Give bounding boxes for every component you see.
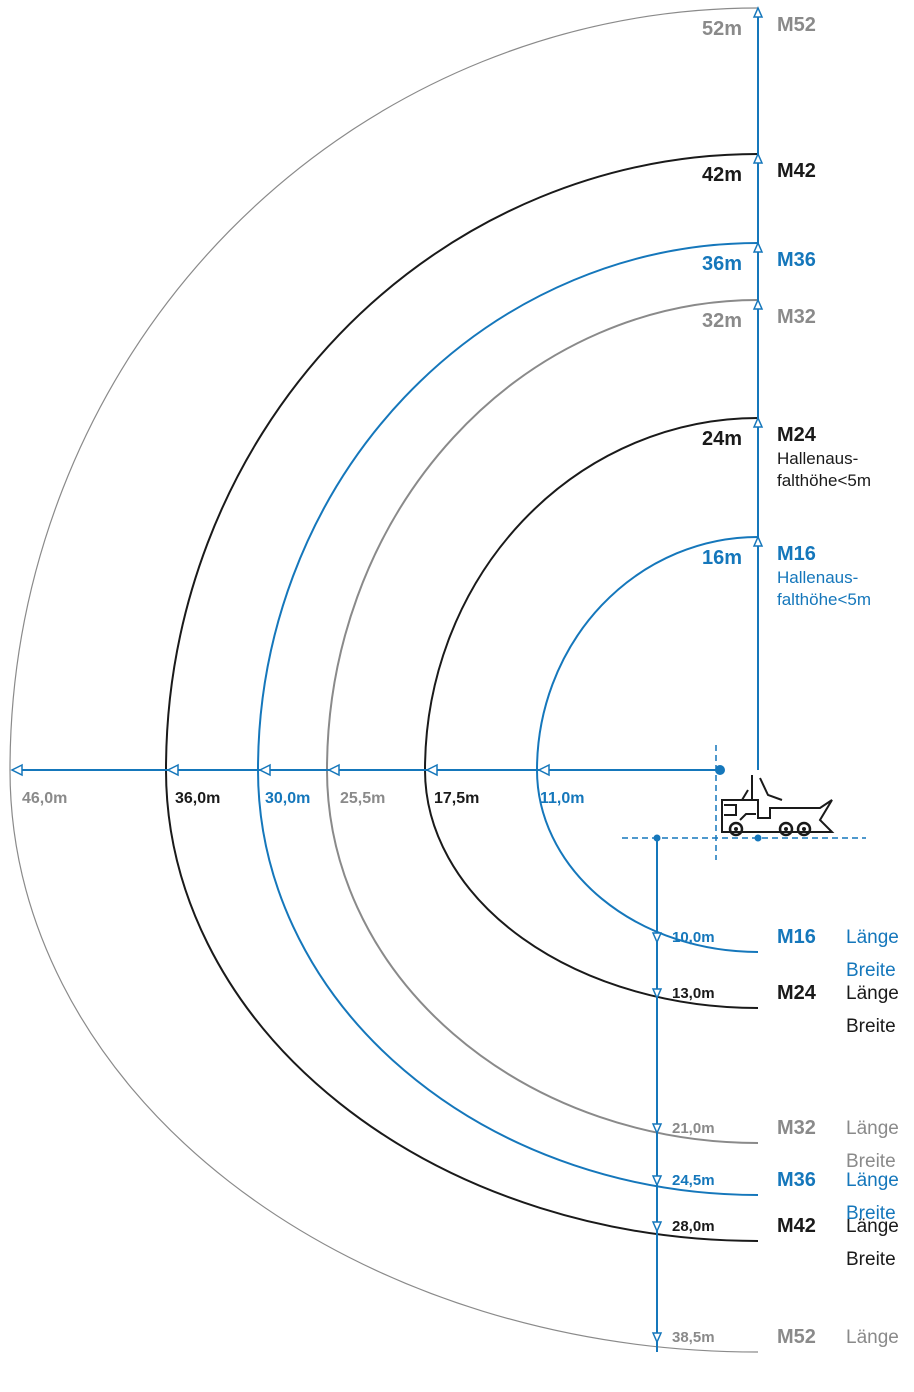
ground-point xyxy=(754,834,762,842)
model-name-top-m32: M32 xyxy=(777,306,816,328)
model-name-bottom-m52: M52 xyxy=(777,1326,816,1348)
depth-label-m42: 28,0m xyxy=(672,1218,715,1235)
depth-arrow-m52 xyxy=(651,1332,663,1344)
model-name-bottom-m36: M36 xyxy=(777,1169,816,1191)
height-note-m24: falthöhe<5m xyxy=(777,471,871,490)
depth-arrow-m42 xyxy=(651,1221,663,1233)
reach-envelope-m52 xyxy=(9,7,759,1353)
dimension-label-m32: Breite xyxy=(846,1151,896,1172)
height-arrow-m36 xyxy=(752,241,764,253)
dimension-label-m42: Breite xyxy=(846,1249,896,1270)
reach-label-m32: 25,5m xyxy=(340,790,385,807)
dimension-label-m24: Breite xyxy=(846,1016,896,1037)
depth-label-m36: 24,5m xyxy=(672,1172,715,1189)
height-note-m24: Hallenaus- xyxy=(777,449,858,468)
model-name-bottom-m42: M42 xyxy=(777,1215,816,1237)
depth-arrow-m36 xyxy=(651,1175,663,1187)
reach-label-m16: 11,0m xyxy=(540,790,584,807)
reach-arrow-m42 xyxy=(166,763,179,777)
concrete-pump-truck-icon xyxy=(721,775,835,837)
height-label-m32: 32m xyxy=(702,310,742,332)
reach-label-m52: 46,0m xyxy=(22,790,67,807)
model-name-bottom-m32: M32 xyxy=(777,1117,816,1139)
model-name-top-m36: M36 xyxy=(777,249,816,271)
depth-arrow-m24 xyxy=(651,988,663,1000)
reach-label-m36: 30,0m xyxy=(265,790,310,807)
dimension-label-m16: Länge xyxy=(846,927,899,948)
dimension-label-m36: Länge xyxy=(846,1170,899,1191)
height-label-m42: 42m xyxy=(702,164,742,186)
depth-label-m24: 13,0m xyxy=(672,985,715,1002)
reach-arrow-m32 xyxy=(327,763,340,777)
depth-label-m52: 38,5m xyxy=(672,1329,715,1346)
model-name-bottom-m24: M24 xyxy=(777,982,817,1004)
depth-axis-origin xyxy=(653,834,661,842)
height-label-m24: 24m xyxy=(702,428,742,450)
height-note-m16: falthöhe<5m xyxy=(777,590,871,609)
height-arrow-m16 xyxy=(752,535,764,547)
height-label-m36: 36m xyxy=(702,253,742,275)
reach-label-m24: 17,5m xyxy=(434,790,479,807)
dimension-label-m36: Breite xyxy=(846,1203,896,1224)
model-name-top-m24: M24 xyxy=(777,424,817,446)
reach-arrow-m24 xyxy=(425,763,438,777)
height-arrow-m52 xyxy=(752,6,764,18)
dimension-label-m16: Breite xyxy=(846,960,896,981)
dimension-label-m24: Länge xyxy=(846,983,899,1004)
reach-label-m42: 36,0m xyxy=(175,790,220,807)
model-name-top-m42: M42 xyxy=(777,160,816,182)
dimension-label-m42: Länge xyxy=(846,1216,899,1237)
height-arrow-m42 xyxy=(752,152,764,164)
model-name-top-m52: M52 xyxy=(777,14,816,36)
dimension-label-m52: Länge xyxy=(846,1327,899,1348)
depth-arrow-m32 xyxy=(651,1123,663,1135)
reach-arrow-m36 xyxy=(258,763,271,777)
reach-arrow-m16 xyxy=(537,763,550,777)
reach-axis-origin xyxy=(715,765,725,775)
depth-label-m32: 21,0m xyxy=(672,1120,715,1137)
depth-arrow-m16 xyxy=(651,932,663,944)
height-label-m52: 52m xyxy=(702,18,742,40)
reach-arrow-m52 xyxy=(10,763,23,777)
model-name-bottom-m16: M16 xyxy=(777,926,816,948)
model-name-top-m16: M16 xyxy=(777,543,816,565)
dimension-label-m32: Länge xyxy=(846,1118,899,1139)
height-note-m16: Hallenaus- xyxy=(777,568,858,587)
reach-envelope-m24 xyxy=(423,417,759,1009)
height-arrow-m24 xyxy=(752,416,764,428)
reach-envelope-m16 xyxy=(535,536,759,953)
height-arrow-m32 xyxy=(752,298,764,310)
reach-envelope-m42 xyxy=(164,153,759,1242)
depth-label-m16: 10,0m xyxy=(672,929,715,946)
height-label-m16: 16m xyxy=(702,547,742,569)
